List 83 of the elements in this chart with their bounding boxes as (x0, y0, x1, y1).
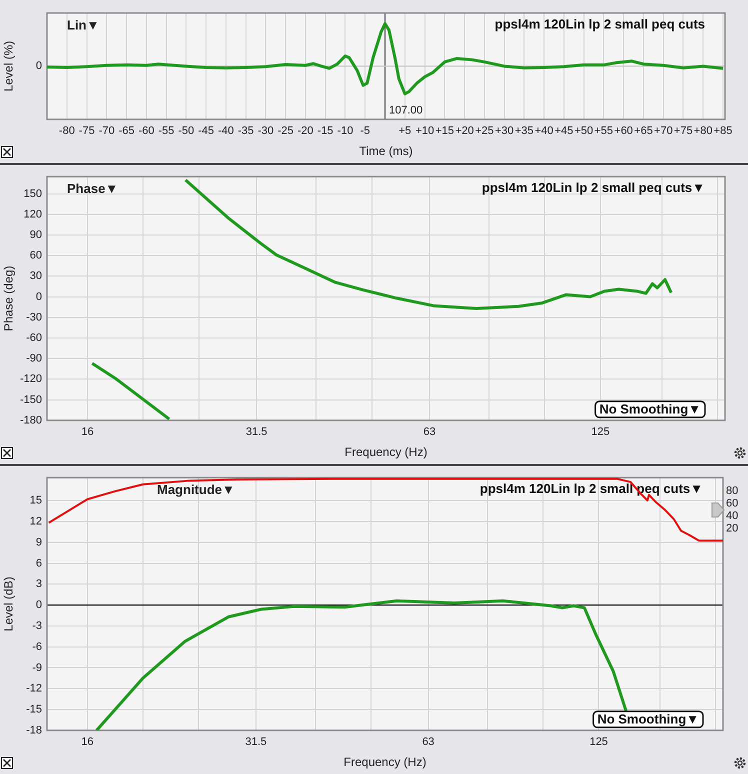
y-tick-label: 60 (30, 250, 42, 262)
y2-tick-label: 20 (726, 522, 738, 534)
y-tick-label: 0 (36, 599, 42, 612)
y-axis-title: Level (%) (2, 40, 16, 92)
x-tick-label: 63 (422, 736, 434, 748)
x-tick-label: +50 (574, 125, 594, 138)
annotation: ppsl4m 120Lin lp 2 small peq cuts (494, 16, 705, 32)
x-tick-label: 125 (590, 736, 608, 748)
y-tick-label: -90 (26, 352, 42, 365)
x-tick-label: 125 (591, 426, 610, 438)
x-tick-label: +55 (594, 125, 614, 138)
x-tick-label: -60 (138, 125, 154, 138)
y-axis-title: Phase (deg) (2, 266, 16, 332)
x-tick-label: -35 (238, 125, 254, 138)
y-tick-label: -180 (20, 414, 42, 426)
x-tick-label: +75 (674, 125, 693, 138)
x-tick-label: +85 (714, 125, 732, 138)
x-tick-label: +20 (455, 125, 474, 138)
x-tick-label: -50 (178, 125, 194, 138)
chart-title: Phase▼ (67, 181, 118, 196)
x-tick-label: 16 (81, 426, 94, 438)
x-tick-label: +30 (494, 125, 514, 138)
x-tick-label: +25 (475, 125, 494, 138)
x-tick-label: 63 (423, 426, 436, 438)
y-tick-label: -120 (20, 373, 42, 386)
y-tick-label: 90 (30, 229, 42, 242)
y2-tick-label: 60 (726, 498, 738, 510)
x-tick-label: +5 (398, 125, 412, 138)
x-tick-label: 16 (81, 736, 94, 748)
y-tick-label: 150 (24, 188, 42, 200)
y-tick-label: -15 (26, 704, 42, 716)
x-tick-label: -15 (317, 125, 334, 138)
y-tick-label: -150 (20, 394, 42, 406)
x-tick-label: +65 (634, 125, 653, 138)
y-tick-label: 15 (30, 494, 42, 507)
x-tick-label: -10 (337, 125, 354, 138)
x-tick-label: -45 (198, 125, 214, 138)
x-tick-label: -30 (258, 125, 274, 138)
x-axis-title: Time (ms) (359, 144, 413, 158)
y-tick-label: -6 (32, 640, 42, 653)
y2-tick-label: 40 (726, 510, 738, 522)
y-tick-label: 0 (36, 290, 42, 303)
x-tick-label: +80 (694, 125, 712, 138)
x-tick-label: +40 (534, 125, 554, 138)
x-tick-label: +15 (435, 125, 454, 138)
y-tick-label: 120 (24, 208, 42, 220)
chart-title: Magnitude▼ (157, 482, 235, 498)
x-tick-label: -75 (78, 125, 95, 138)
y-tick-label: 9 (36, 536, 42, 548)
x-tick-label: -70 (98, 125, 115, 138)
x-axis-title: Frequency (Hz) (344, 755, 426, 770)
x-tick-label: +45 (554, 125, 574, 138)
x-tick-label: -5 (360, 125, 370, 138)
y-tick-label: 6 (36, 557, 42, 570)
y-tick-label: -18 (26, 724, 42, 736)
text: 107.00 (389, 104, 423, 116)
x-tick-label: -40 (218, 125, 234, 138)
x-tick-label: +60 (614, 125, 633, 138)
x-tick-label: +35 (514, 125, 534, 138)
annotation: ppsl4m 120Lin lp 2 small peq cuts▼ (482, 180, 705, 196)
y-tick-label: 3 (36, 578, 42, 590)
y-tick-label: -30 (26, 311, 42, 324)
chart-title: Lin▼ (67, 18, 100, 33)
x-tick-label: +10 (415, 125, 434, 138)
y-tick-label: -60 (26, 332, 42, 344)
x-tick-label: 31.5 (246, 426, 268, 438)
x-tick-label: -25 (278, 125, 294, 138)
x-axis-title: Frequency (Hz) (344, 445, 428, 460)
x-tick-label: -20 (298, 125, 314, 138)
y-tick-label: -12 (26, 682, 42, 695)
x-tick-label: -65 (118, 125, 134, 138)
y-axis-title: Level (dB) (2, 576, 16, 632)
x-tick-label: 31.5 (245, 736, 267, 748)
y-tick-label: 12 (30, 516, 42, 528)
y-tick-label: -3 (32, 620, 42, 632)
y2-tick-label: 80 (726, 485, 738, 498)
x-tick-label: -80 (58, 125, 75, 138)
annotation: No Smoothing▼ (599, 401, 701, 416)
y-tick-label: 30 (30, 270, 42, 282)
annotation: No Smoothing▼ (597, 711, 699, 726)
y-tick-label: -9 (32, 662, 42, 674)
x-tick-label: -55 (158, 125, 174, 138)
x-tick-label: +70 (654, 125, 673, 138)
